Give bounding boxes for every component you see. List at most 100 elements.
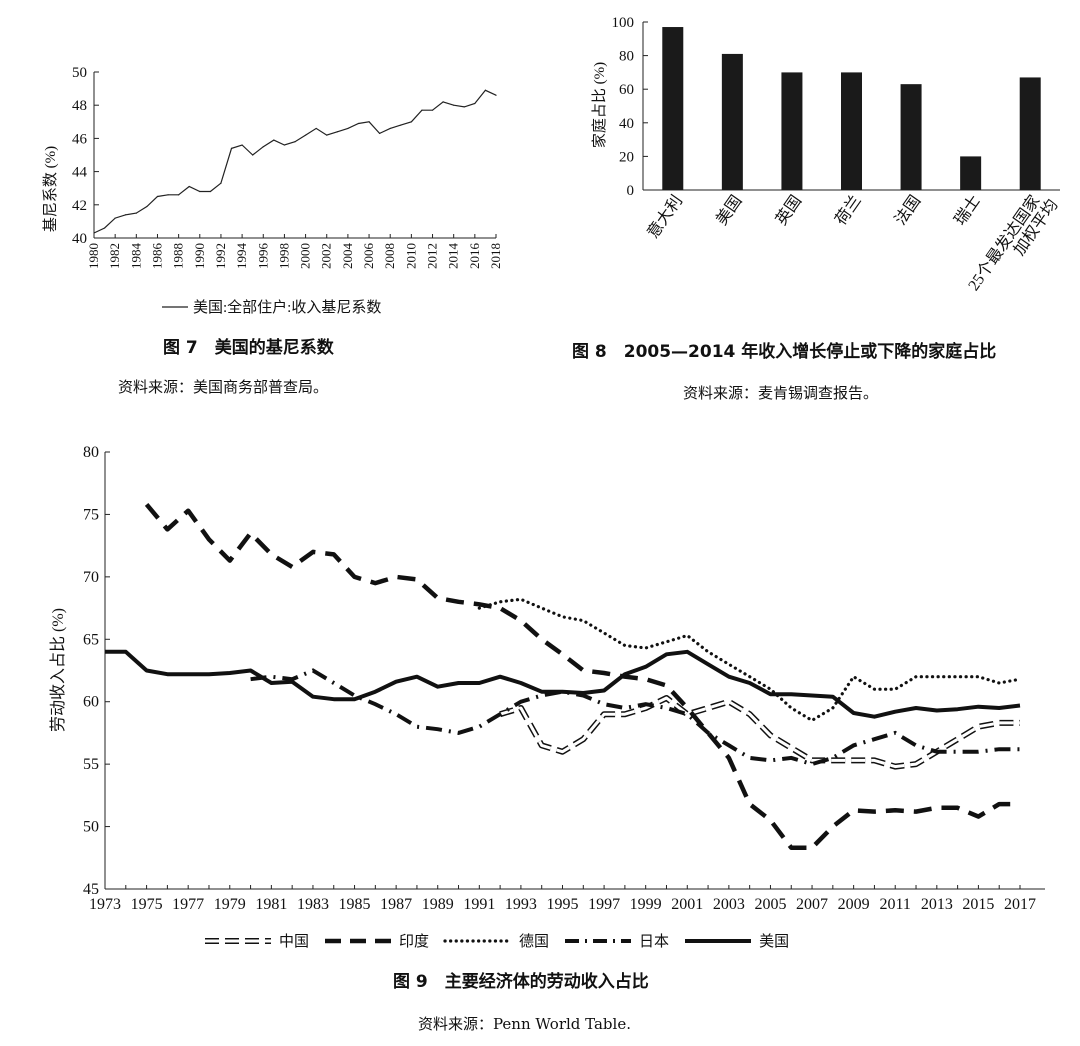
gini-x-tick-label: 1992 [213, 243, 228, 269]
labor-x-tick-label: 1979 [214, 896, 246, 913]
gini-point-1997 [273, 139, 275, 141]
gini-point-2004 [347, 127, 349, 130]
bars-series [662, 27, 1041, 191]
gini-x-tick-label: 1994 [234, 243, 249, 270]
gini-y-tick-label: 44 [72, 165, 88, 181]
gini-point-2003 [336, 131, 338, 133]
gini-x-tick-label: 2014 [446, 243, 461, 270]
labor-point-1-2013 [936, 807, 937, 808]
legend-item-india: 印度 [323, 930, 429, 951]
gini-point-2000 [304, 134, 307, 136]
labor-point-2-1996 [583, 620, 584, 621]
gini-point-2016 [474, 102, 476, 105]
fig9-caption: 图 9 主要经济体的劳动收入占比 [393, 972, 649, 992]
bars-y-tick-label: 40 [619, 116, 634, 132]
gini-point-1980 [93, 232, 95, 234]
legend-label-germany: 德国 [519, 932, 550, 950]
bars-category-label: 瑞士 [951, 192, 984, 229]
labor-y-tick-label: 75 [83, 506, 99, 523]
gini-x-tick-label: 2016 [467, 243, 482, 270]
labor-x-tick-label: 2017 [1004, 896, 1036, 913]
gini-x-tick-label: 2000 [298, 243, 313, 269]
gini-point-1984 [135, 212, 137, 214]
gini-x-tick-label: 2012 [425, 243, 440, 269]
labor-point-2-2001 [687, 635, 688, 636]
bar-item-0 [662, 27, 684, 191]
gini-x-tick-label: 1988 [171, 243, 186, 269]
gini-point-2013 [442, 101, 444, 103]
labor-legend: 中国 印度 德国 日本 美国 [203, 930, 803, 951]
labor-point-3-2012 [916, 745, 917, 746]
gini-x-tick-label: 2010 [403, 243, 418, 269]
labor-point-3-1987 [396, 714, 397, 715]
labor-point-1-1992 [500, 608, 501, 609]
legend-label-usa: 美国 [759, 932, 790, 950]
labor-point-1-1987 [396, 576, 397, 577]
gini-x-tick-label: 2018 [488, 243, 503, 269]
gini-point-1992 [220, 182, 222, 184]
gini-point-2011 [421, 109, 423, 111]
gini-y-axis-label: 基尼系数 (%) [42, 146, 59, 232]
labor-x-tick-label: 1999 [630, 896, 662, 913]
labor-point-0-2001 [687, 714, 688, 715]
legend-label-japan: 日本 [639, 932, 670, 950]
gini-point-1999 [294, 141, 296, 143]
gini-point-2012 [431, 109, 434, 111]
labor-x-tick-label: 2013 [921, 896, 953, 913]
gini-axes: 40 42 44 46 48 50 1980 1982 1984 1986 1988 1990 1992… [72, 65, 503, 269]
legend-swatch-solid [685, 938, 752, 943]
labor-point-3-2007 [812, 764, 813, 765]
labor-point-1-2005 [770, 820, 771, 821]
gini-point-1981 [103, 227, 106, 229]
labor-point-1-1999 [645, 679, 646, 680]
legend-item-germany: 德国 [443, 930, 549, 951]
gini-point-2015 [463, 106, 465, 108]
gini-point-1995 [252, 154, 254, 156]
labor-point-3-2000 [666, 707, 667, 708]
gini-x-tick-label: 1986 [149, 243, 164, 270]
gini-point-1994 [241, 144, 243, 146]
gini-point-1987 [167, 194, 169, 196]
gini-y-tick-label: 48 [72, 98, 87, 114]
labor-x-tick-label: 1983 [297, 896, 329, 913]
fig8-caption: 图 8 2005—2014 年收入增长停止或下降的家庭占比 [572, 342, 997, 362]
bars-category-label: 意大利 [643, 191, 686, 241]
bar-item-3 [841, 72, 862, 190]
gini-point-2006 [368, 121, 370, 123]
labor-point-0-2015 [978, 726, 979, 727]
labor-point-3-1998 [624, 707, 625, 708]
labor-y-tick-label: 65 [83, 631, 99, 648]
labor-x-tick-label: 1995 [547, 896, 579, 913]
gini-line-chart: 基尼系数 (%) 40 42 44 46 48 50 1980 1982 1984 1986 198… [42, 65, 503, 316]
labor-x-tick-label: 1993 [505, 896, 537, 913]
gini-point-1988 [178, 194, 180, 196]
gini-point-1982 [114, 217, 116, 219]
legend-item-japan: 日本 [563, 930, 669, 951]
gini-x-tick-label: 2002 [319, 243, 334, 269]
fig9-source: 资料来源：Penn World Table. [418, 1015, 631, 1033]
labor-point-1-1981 [271, 554, 272, 555]
gini-y-tick-label: 42 [72, 198, 87, 214]
fig8-source: 资料来源：麦肯锡调查报告。 [683, 384, 879, 402]
gini-x-tick-label: 1982 [107, 243, 122, 269]
labor-point-1-1988 [416, 579, 417, 580]
labor-x-tick-label: 2001 [671, 896, 703, 913]
labor-point-2-1993 [520, 599, 521, 600]
labor-point-3-1981 [271, 676, 272, 677]
bars-y-tick-label: 20 [619, 149, 634, 165]
gini-point-2008 [389, 127, 391, 130]
labor-y-tick-label: 45 [83, 881, 99, 898]
labor-point-1-2001 [687, 707, 688, 708]
gini-series-line [93, 89, 497, 234]
labor-series-1 [144, 502, 1020, 851]
bars-category-label: 美国 [713, 192, 746, 229]
labor-x-tick-label: 1977 [172, 896, 204, 913]
labor-point-1-2000 [666, 685, 667, 686]
bar-item-2 [781, 72, 803, 190]
gini-point-1996 [262, 146, 264, 148]
gini-point-2001 [315, 127, 317, 130]
labor-x-tick-label: 1989 [422, 896, 454, 913]
labor-point-1-2008 [832, 826, 833, 827]
labor-series-line [105, 649, 1021, 719]
